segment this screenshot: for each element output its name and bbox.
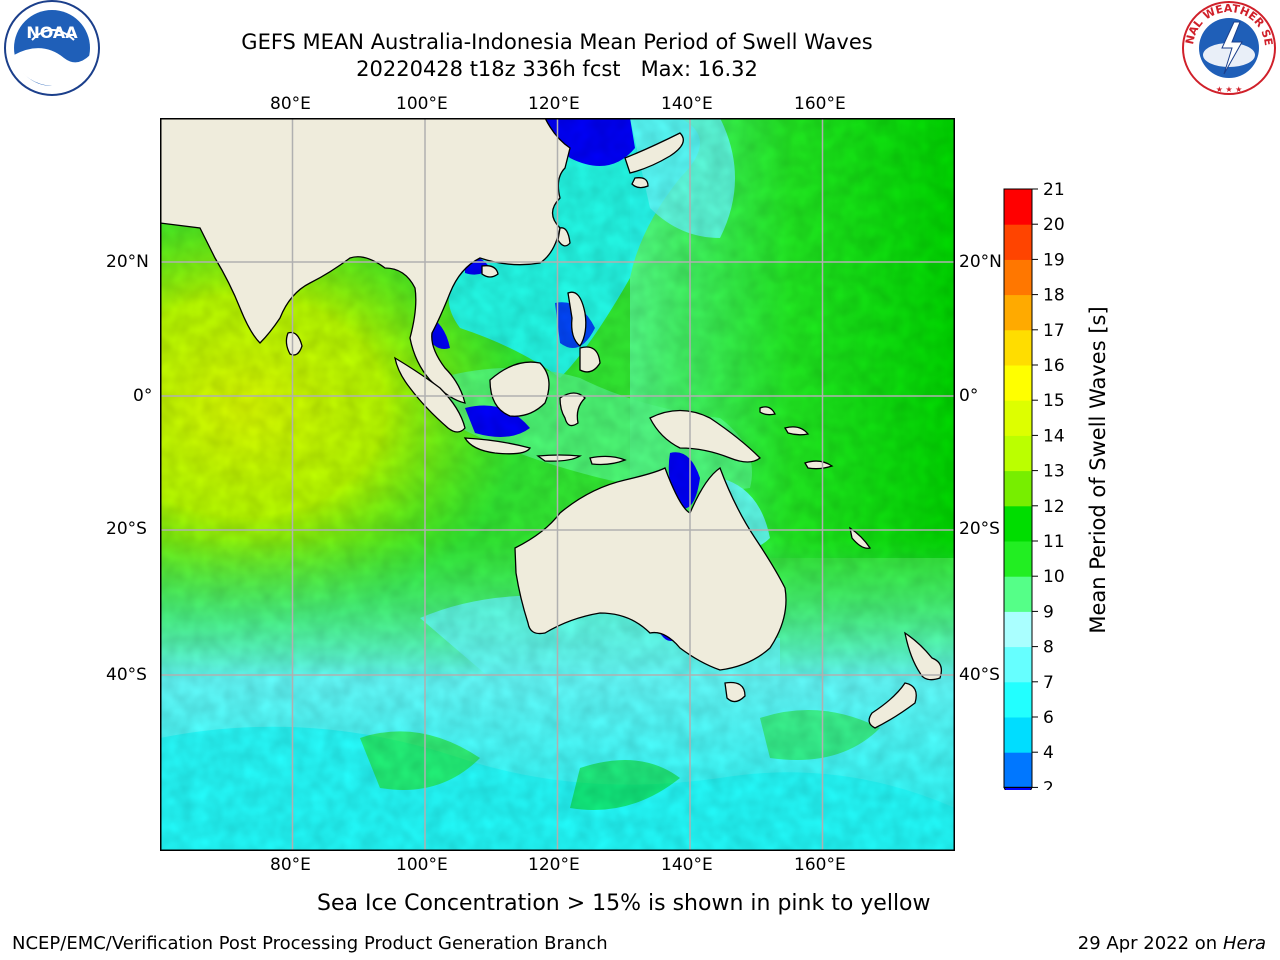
colorbar-tick-label: 16	[1043, 356, 1065, 376]
borneo	[489, 361, 550, 417]
colorbar-segment	[1004, 294, 1032, 331]
colorbar-tick-label: 2	[1043, 778, 1054, 790]
footer-date: 29 Apr 2022 on Hera	[1078, 933, 1266, 954]
taiwan	[557, 227, 571, 247]
new-zealand-north	[904, 631, 943, 681]
colorbar-tick-label: 9	[1043, 602, 1054, 622]
lat-label-right-20s: 20°S	[959, 519, 1000, 539]
colorbar-segment	[1004, 505, 1032, 542]
sulawesi	[559, 392, 586, 427]
tasmania	[724, 681, 746, 703]
footer-date-text: 29 Apr 2022 on	[1077, 933, 1223, 954]
sea-ice-note: Sea Ice Concentration > 15% is shown in …	[317, 891, 931, 916]
hainan	[481, 265, 499, 278]
colorbar-outline	[1003, 188, 1033, 788]
colorbar-segment	[1004, 611, 1032, 648]
noaa-logo-text: NOAA	[26, 23, 78, 42]
colorbar-segments	[1003, 188, 1033, 790]
philippines	[567, 291, 587, 347]
colorbar-tick-label: 20	[1043, 215, 1065, 235]
colorbar-tick-label: 7	[1043, 673, 1054, 693]
land	[160, 118, 943, 729]
colorbar-segment	[1004, 717, 1032, 753]
colorbar-segment	[1004, 400, 1032, 436]
colorbar-segment	[1004, 329, 1032, 366]
lat-label-left-20s: 20°S	[106, 519, 147, 539]
colorbar-title: Mean Period of Swell Waves [s]	[1086, 306, 1110, 634]
lat-label-right-0: 0°	[959, 386, 979, 406]
colorbar-tick-label: 13	[1043, 462, 1065, 482]
colorbar-tick-label: 21	[1043, 180, 1065, 200]
colorbar-tick-label: 19	[1043, 250, 1065, 270]
colorbar-segment	[1004, 259, 1032, 296]
japan	[624, 132, 684, 174]
svg-text:★ ★ ★: ★ ★ ★	[1216, 85, 1243, 94]
swell-period-map	[160, 118, 955, 851]
lon-label-bottom-120e: 120°E	[528, 855, 580, 875]
colorbar-tick-label: 4	[1043, 743, 1054, 763]
lat-label-left-40s: 40°S	[106, 665, 147, 685]
map-subtitle: 20220428 t18z 336h fcst Max: 16.32	[356, 57, 758, 81]
lat-label-left-20n: 20°N	[106, 252, 149, 272]
footer-host: Hera	[1222, 933, 1266, 954]
noaa-logo: NOAA	[2, 0, 102, 100]
java	[463, 437, 532, 455]
colorbar-tick-label: 12	[1043, 497, 1065, 517]
colorbar-tick-label: 15	[1043, 391, 1065, 411]
footer-credit: NCEP/EMC/Verification Post Processing Pr…	[12, 933, 608, 954]
nws-logo: NATIONAL WEATHER SERVICE ★ ★ ★	[1173, 0, 1280, 100]
map-title: GEFS MEAN Australia-Indonesia Mean Perio…	[241, 30, 873, 54]
lon-label-top-120e: 120°E	[528, 94, 580, 114]
colorbar-segment	[1004, 646, 1032, 683]
sri-lanka	[285, 331, 303, 356]
colorbar-segment	[1004, 681, 1032, 718]
australia	[514, 467, 787, 671]
colorbar-segment	[1004, 435, 1032, 472]
lat-label-right-20n: 20°N	[959, 252, 1002, 272]
colorbar-segment	[1004, 470, 1032, 507]
colorbar-tick-label: 6	[1043, 708, 1054, 728]
colorbar-tick-label: 10	[1043, 567, 1065, 587]
lat-label-right-40s: 40°S	[959, 665, 1000, 685]
lon-label-bottom-160e: 160°E	[794, 855, 846, 875]
lon-label-bottom-140e: 140°E	[661, 855, 713, 875]
colorbar-ticks: 2 4 6 7 8 9 10 11 12 13 14 15 16 17 18 19 20 21	[1032, 180, 1065, 790]
new-guinea	[649, 409, 761, 463]
lon-label-top-140e: 140°E	[661, 94, 713, 114]
colorbar-segment	[1004, 752, 1032, 788]
colorbar-tick-label: 14	[1043, 426, 1065, 446]
lon-label-bottom-80e: 80°E	[270, 855, 311, 875]
gridlines	[160, 118, 955, 851]
sumatra	[394, 356, 466, 433]
colorbar-segment	[1004, 224, 1032, 260]
colorbar: 2 4 6 7 8 9 10 11 12 13 14 15 16 17 18 19 20 21	[1003, 180, 1065, 790]
colorbar-segment	[1004, 576, 1032, 612]
lon-label-top-100e: 100°E	[396, 94, 448, 114]
colorbar-tick-label: 18	[1043, 286, 1065, 306]
colorbar-tick-label: 17	[1043, 321, 1065, 341]
colorbar-segment	[1004, 189, 1032, 225]
colorbar-tick-label: 11	[1043, 532, 1065, 552]
new-zealand-south	[868, 682, 917, 729]
lat-label-left-0: 0°	[133, 386, 153, 406]
colorbar-segment	[1004, 541, 1032, 577]
colorbar-tick-label: 8	[1043, 638, 1054, 658]
colorbar-segment	[1004, 365, 1032, 401]
map-frame	[160, 118, 955, 851]
lon-label-top-160e: 160°E	[794, 94, 846, 114]
lon-label-top-80e: 80°E	[270, 94, 311, 114]
lon-label-bottom-100e: 100°E	[396, 855, 448, 875]
